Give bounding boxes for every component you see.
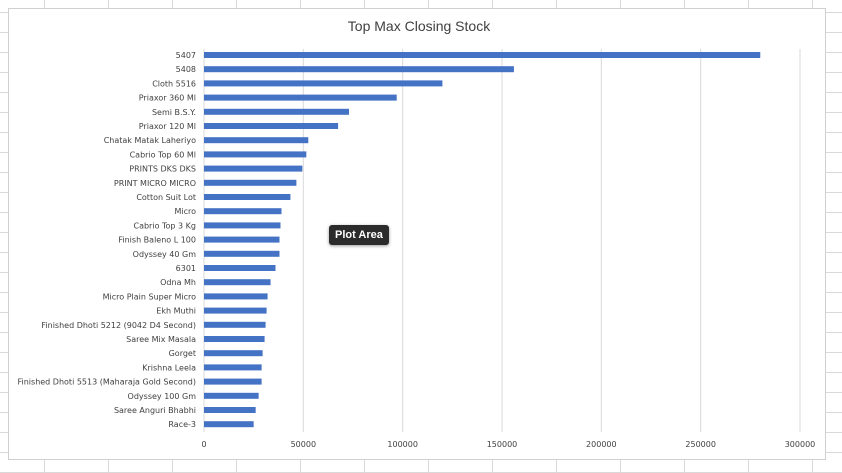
bar[interactable] (204, 123, 339, 129)
bar[interactable] (204, 407, 256, 413)
bar[interactable] (204, 208, 282, 215)
category-label: Semi B.S.Y. (152, 108, 196, 117)
category-label: Cotton Suit Lot (136, 193, 196, 202)
category-label: Race-3 (168, 420, 196, 429)
x-tick-label: 50000 (291, 440, 316, 449)
chart-title: Top Max Closing Stock (348, 18, 491, 34)
category-label: Odyssey 40 Gm (133, 250, 197, 259)
chart-area[interactable]: Top Max Closing Stock 5407 5408 Cloth 5516… (8, 8, 826, 460)
bar[interactable] (204, 364, 262, 371)
x-tick-label: 200000 (586, 440, 617, 449)
bar[interactable] (204, 293, 268, 300)
category-label: PRINT MICRO MICRO (114, 179, 196, 188)
bar[interactable] (204, 151, 307, 158)
bar[interactable] (204, 307, 267, 314)
bar[interactable] (204, 279, 271, 286)
bar-chart[interactable]: Top Max Closing Stock 5407 5408 Cloth 5516… (9, 9, 827, 461)
bar[interactable] (204, 421, 254, 428)
bar[interactable] (204, 336, 265, 342)
bar[interactable] (204, 165, 303, 172)
x-tick-label: 150000 (487, 440, 518, 449)
category-label: Cabrio Top 60 Ml (130, 150, 196, 159)
category-label: Priaxor 120 Ml (139, 122, 196, 131)
category-label: Ekh Muthi (156, 307, 196, 316)
bar[interactable] (204, 94, 397, 101)
bar[interactable] (204, 265, 276, 271)
bar[interactable] (204, 52, 761, 58)
bars (204, 52, 761, 428)
bar[interactable] (204, 378, 262, 385)
bar[interactable] (204, 222, 281, 229)
category-label: Finished Dhoti 5212 (9042 D4 Second) (41, 321, 196, 330)
category-label: Priaxor 360 Ml (139, 94, 196, 103)
bar[interactable] (204, 137, 309, 144)
category-label: Micro (174, 207, 196, 216)
x-tick-label: 100000 (387, 440, 418, 449)
category-label: Gorget (169, 349, 196, 358)
category-label: 5407 (176, 51, 196, 60)
category-label: Saree Anguri Bhabhi (114, 406, 196, 415)
category-label: Odyssey 100 Gm (128, 392, 197, 401)
category-label: Micro Plain Super Micro (103, 292, 196, 301)
bar[interactable] (204, 80, 443, 87)
category-labels: 5407 5408 Cloth 5516 Priaxor 360 Ml Semi B.S… (17, 51, 196, 429)
bar[interactable] (204, 350, 263, 357)
plot-area-tooltip: Plot Area (329, 225, 389, 245)
category-label: Odna Mh (160, 278, 196, 287)
bar[interactable] (204, 194, 291, 200)
x-tick-label: 300000 (785, 440, 816, 449)
bar[interactable] (204, 108, 350, 115)
bar[interactable] (204, 321, 266, 328)
category-label: Krishna Leela (142, 363, 196, 372)
bar[interactable] (204, 179, 297, 186)
category-label: PRINTS DKS DKS (129, 165, 196, 174)
gridlines (203, 49, 801, 432)
x-axis-tick-labels: 0 50000 100000 150000 200000 250000 300000 (201, 440, 815, 449)
category-label: 6301 (176, 264, 196, 273)
category-label: Finish Baleno L 100 (118, 236, 196, 245)
x-tick-label: 0 (201, 440, 206, 449)
category-label: Saree Mix Masala (126, 335, 196, 344)
category-label: Cabrio Top 3 Kg (133, 221, 196, 230)
x-tick-label: 250000 (685, 440, 716, 449)
category-label: Cloth 5516 (152, 79, 196, 88)
category-label: 5408 (176, 65, 196, 74)
category-label: Chatak Matak Laheriyo (104, 136, 196, 145)
bar[interactable] (204, 392, 259, 399)
bar[interactable] (204, 66, 514, 73)
bar[interactable] (204, 250, 280, 257)
category-label: Finished Dhoti 5513 (Maharaja Gold Secon… (17, 378, 196, 387)
bar[interactable] (204, 236, 280, 243)
